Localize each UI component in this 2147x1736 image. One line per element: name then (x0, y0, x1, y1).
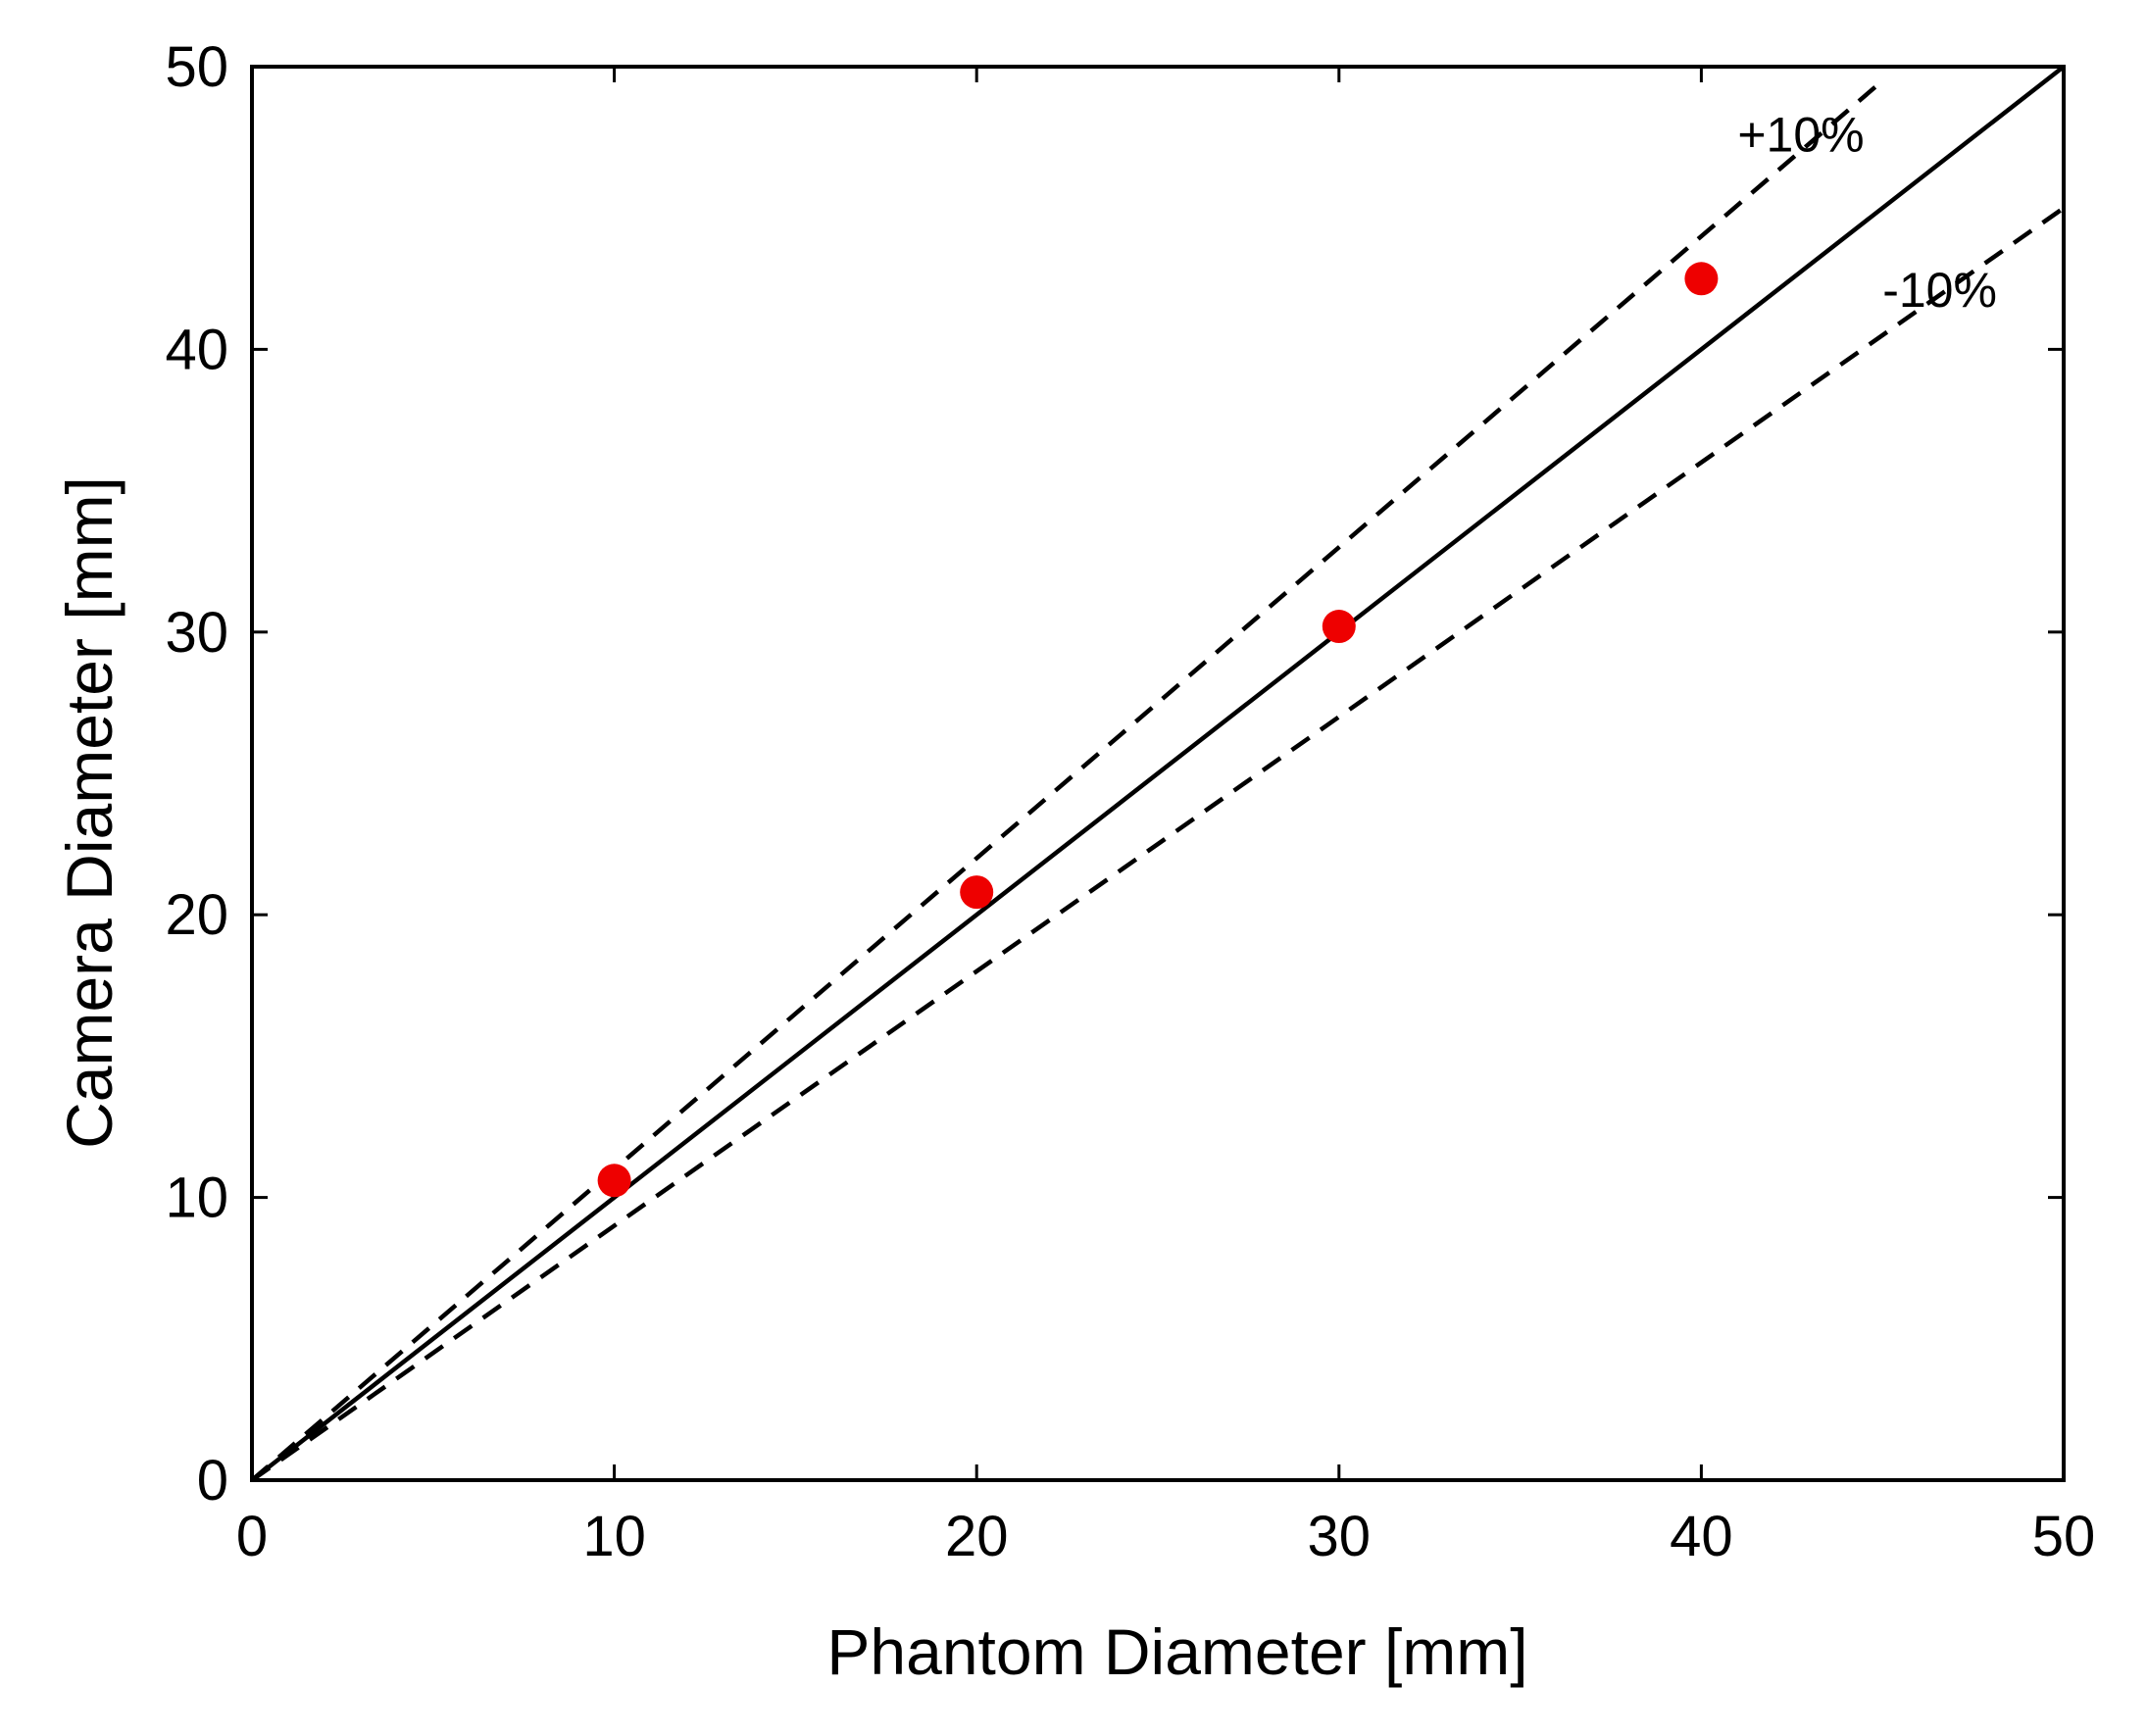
x-tick-label: 50 (2032, 1505, 2096, 1568)
data-point (960, 875, 994, 910)
y-tick-label: 40 (165, 318, 228, 381)
x-tick-label: 20 (945, 1505, 1009, 1568)
identity-line (250, 65, 2066, 1482)
plot-frame (250, 65, 2066, 1482)
x-tick-label: 30 (1308, 1505, 1372, 1568)
plot-lines (250, 65, 2066, 1482)
data-point (1322, 610, 1356, 644)
data-point (1684, 262, 1719, 296)
y-tick-label: 30 (165, 601, 228, 665)
x-tick-label: 0 (236, 1505, 268, 1568)
band-label: -10% (1882, 263, 1997, 318)
band-line-minus-10pct (250, 206, 2066, 1482)
y-axis-title: Camera Diameter [mm] (53, 476, 125, 1149)
y-tick-label: 0 (197, 1449, 228, 1513)
y-tick-label: 50 (165, 35, 228, 99)
y-tick-label: 20 (165, 883, 228, 947)
x-axis-title: Phantom Diameter [mm] (826, 1615, 1527, 1688)
axis-tick-labels: 0 10 20 30 40 50 0 10 20 30 40 50 (165, 35, 2095, 1568)
y-tick-label: 10 (165, 1166, 228, 1230)
x-tick-label: 40 (1670, 1505, 1733, 1568)
axis-ticks (250, 65, 2066, 1482)
data-point (597, 1164, 631, 1198)
plot-points (597, 262, 1719, 1198)
band-annotations: +10% -10% (1737, 108, 1997, 319)
band-label: +10% (1737, 108, 1864, 163)
band-line-plusminus-10pct (250, 78, 1884, 1482)
x-tick-label: 10 (582, 1505, 646, 1568)
